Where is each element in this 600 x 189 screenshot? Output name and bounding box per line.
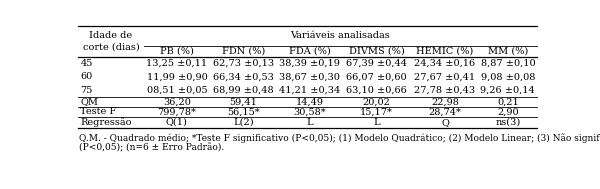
Text: L: L	[306, 118, 313, 127]
Text: PB (%): PB (%)	[160, 47, 194, 56]
Text: 67,39 ±0,44: 67,39 ±0,44	[346, 59, 407, 68]
Text: 75: 75	[80, 86, 93, 94]
Text: HEMIC (%): HEMIC (%)	[416, 47, 473, 56]
Text: 24,34 ±0,16: 24,34 ±0,16	[415, 59, 476, 68]
Text: 8,87 ±0,10: 8,87 ±0,10	[481, 59, 535, 68]
Text: 41,21 ±0,34: 41,21 ±0,34	[279, 86, 340, 94]
Text: 62,73 ±0,13: 62,73 ±0,13	[213, 59, 274, 68]
Text: 38,39 ±0,19: 38,39 ±0,19	[279, 59, 340, 68]
Text: 11,99 ±0,90: 11,99 ±0,90	[146, 72, 207, 81]
Text: 56,15*: 56,15*	[227, 108, 260, 116]
Text: 0,21: 0,21	[497, 98, 519, 106]
Text: DIVMS (%): DIVMS (%)	[349, 47, 404, 56]
Text: Q.M. - Quadrado médio; *Teste F significativo (P<0,05); (1) Modelo Quadrático; (: Q.M. - Quadrado médio; *Teste F signific…	[79, 133, 600, 143]
Text: 36,20: 36,20	[163, 98, 191, 106]
Text: 30,58*: 30,58*	[293, 108, 326, 116]
Text: 28,74*: 28,74*	[428, 108, 461, 116]
Text: 27,67 ±0,41: 27,67 ±0,41	[415, 72, 476, 81]
Text: 66,34 ±0,53: 66,34 ±0,53	[213, 72, 274, 81]
Text: Regressão: Regressão	[80, 118, 132, 127]
Text: 15,17*: 15,17*	[360, 108, 393, 116]
Text: QM: QM	[80, 98, 98, 106]
Text: 60: 60	[80, 72, 92, 81]
Text: 9,08 ±0,08: 9,08 ±0,08	[481, 72, 535, 81]
Text: 20,02: 20,02	[362, 98, 391, 106]
Text: Variáveis analisadas: Variáveis analisadas	[290, 31, 391, 40]
Text: Q(1): Q(1)	[166, 118, 188, 127]
Text: 22,98: 22,98	[431, 98, 459, 106]
Text: (P<0,05); (n=6 ± Erro Padrão).: (P<0,05); (n=6 ± Erro Padrão).	[79, 144, 224, 153]
Text: 27,78 ±0,43: 27,78 ±0,43	[415, 86, 476, 94]
Text: 63,10 ±0,66: 63,10 ±0,66	[346, 86, 407, 94]
Text: 2,90: 2,90	[497, 108, 518, 116]
Text: MM (%): MM (%)	[488, 47, 528, 56]
Text: 38,67 ±0,30: 38,67 ±0,30	[279, 72, 340, 81]
Text: 66,07 ±0,60: 66,07 ±0,60	[346, 72, 407, 81]
Text: 9,26 ±0,14: 9,26 ±0,14	[481, 86, 535, 94]
Text: Q: Q	[441, 118, 449, 127]
Text: FDN (%): FDN (%)	[222, 47, 265, 56]
Text: 45: 45	[80, 59, 93, 68]
Text: ns(3): ns(3)	[495, 118, 520, 127]
Text: 08,51 ±0,05: 08,51 ±0,05	[146, 86, 207, 94]
Text: FDA (%): FDA (%)	[289, 47, 331, 56]
Text: 68,99 ±0,48: 68,99 ±0,48	[213, 86, 274, 94]
Text: L: L	[373, 118, 380, 127]
Text: 59,41: 59,41	[230, 98, 257, 106]
Text: 13,25 ±0,11: 13,25 ±0,11	[146, 59, 208, 68]
Text: Idade de
corte (dias): Idade de corte (dias)	[83, 31, 139, 51]
Text: 799,78*: 799,78*	[157, 108, 196, 116]
Text: 14,49: 14,49	[295, 98, 323, 106]
Text: Teste F: Teste F	[80, 108, 116, 116]
Text: L(2): L(2)	[233, 118, 254, 127]
